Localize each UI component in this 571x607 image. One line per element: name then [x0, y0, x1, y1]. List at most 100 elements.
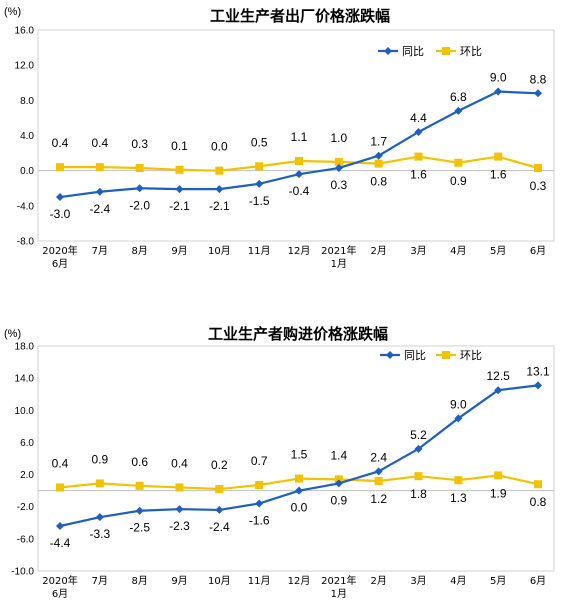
- yoy-data-label: 0.0: [291, 501, 308, 515]
- y-tick-label: 14.0: [15, 374, 35, 385]
- plot-area-border: [37, 345, 555, 572]
- mom-data-label: 1.8: [410, 487, 427, 501]
- mom-data-label: 0.6: [131, 455, 148, 469]
- yoy-data-label: -1.6: [249, 514, 270, 528]
- yoy-point-marker: [414, 127, 423, 136]
- mom-data-label: 0.1: [171, 139, 188, 153]
- legend-mom-label: 环比: [460, 349, 482, 362]
- yoy-data-label: 8.8: [530, 72, 547, 86]
- mom-data-label: 1.6: [490, 168, 507, 182]
- x-tick-label: 11月: [248, 575, 271, 587]
- mom-data-label: 0.2: [211, 458, 228, 472]
- x-tick-label: 9月: [171, 575, 187, 587]
- mom-data-label: 0.8: [370, 175, 387, 189]
- mom-point-marker: [414, 152, 423, 161]
- x-tick-label: 5月: [490, 245, 506, 257]
- yoy-data-label: -0.4: [289, 184, 310, 198]
- x-tick-label: 12月: [288, 575, 311, 587]
- yoy-data-label: -4.4: [50, 536, 71, 550]
- yoy-point-marker: [334, 479, 343, 488]
- x-tick-label: 12月: [288, 245, 311, 257]
- chart-title: 工业生产者购进价格涨跌幅: [208, 325, 388, 343]
- mom-data-label: 1.1: [291, 130, 308, 144]
- mom-point-marker: [334, 475, 343, 484]
- x-tick-label: 2021年: [321, 244, 356, 257]
- x-tick-label: 2021年: [321, 574, 356, 587]
- yoy-point-marker: [255, 499, 264, 508]
- yoy-data-label: 1.7: [370, 135, 387, 149]
- x-tick-label: 7月: [92, 245, 108, 257]
- mom-data-label: 1.5: [291, 448, 308, 462]
- mom-data-label: 1.6: [410, 168, 427, 182]
- mom-point-marker: [494, 152, 503, 161]
- yoy-point-marker: [334, 164, 343, 173]
- yoy-data-label: 9.0: [490, 71, 507, 85]
- mom-point-marker: [175, 165, 184, 174]
- x-tick-label: 2020年: [42, 574, 77, 587]
- yoy-point-marker: [135, 506, 144, 515]
- y-tick-label: 2.0: [20, 470, 34, 481]
- yoy-point-marker: [295, 486, 303, 495]
- yoy-point-marker: [56, 193, 64, 202]
- legend-yoy-label: 同比: [402, 45, 424, 58]
- mom-data-label: 1.4: [330, 448, 347, 462]
- mom-point-marker: [255, 481, 264, 490]
- legend-mom-marker: [442, 351, 450, 359]
- mom-data-label: 0.8: [530, 495, 547, 509]
- y-tick-label: -8.0: [17, 237, 35, 248]
- mom-data-label: 0.4: [91, 136, 108, 150]
- yoy-point-marker: [534, 381, 542, 390]
- mom-data-label: 0.4: [171, 456, 188, 470]
- ppi-output-chart: 工业生产者出厂价格涨跌幅 (%) 16.0 12.0 8.0 4.0 0.0 -4.0 -8…: [4, 6, 555, 270]
- x-tick-label: 8月: [131, 245, 147, 257]
- yoy-point-marker: [215, 505, 224, 514]
- mom-point-marker: [494, 471, 503, 480]
- chart-title: 工业生产者出厂价格涨跌幅: [210, 7, 390, 25]
- x-tick-label: 4月: [450, 245, 466, 257]
- yoy-data-label: -3.0: [50, 207, 71, 221]
- y-tick-label: 0.0: [20, 166, 34, 177]
- yoy-point-marker: [135, 184, 144, 193]
- x-tick-label: 2月: [370, 575, 386, 587]
- x-tick-label: 6月: [530, 575, 546, 587]
- y-tick-label: -6.0: [17, 534, 35, 545]
- y-tick-label: -2.0: [17, 502, 35, 513]
- y-tick-label: 12.0: [15, 61, 35, 72]
- x-tick-label: 2020年: [42, 244, 77, 257]
- yoy-point-marker: [56, 522, 64, 530]
- x-tick-label: 10月: [208, 575, 231, 587]
- yoy-data-label: 2.4: [370, 450, 387, 464]
- yoy-data-label: -1.5: [249, 194, 270, 208]
- yoy-data-label: 6.8: [450, 90, 467, 104]
- mom-data-label: 0.3: [131, 137, 148, 151]
- x-tick-label: 6月: [530, 245, 546, 257]
- y-tick-label: 10.0: [15, 406, 35, 417]
- yoy-data-label: 4.4: [410, 111, 427, 125]
- mom-data-label: 1.2: [370, 492, 387, 506]
- mom-point-marker: [454, 158, 463, 167]
- legend-mom-label: 环比: [460, 45, 482, 58]
- x-tick-label: 6月: [52, 588, 68, 600]
- yoy-data-label: 12.5: [486, 369, 510, 383]
- y-tick-label: 6.0: [20, 438, 34, 449]
- x-tick-label: 1月: [331, 258, 347, 270]
- x-tick-label: 4月: [450, 575, 466, 587]
- mom-point-marker: [334, 157, 343, 166]
- x-tick-label: 3月: [410, 245, 426, 257]
- mom-data-label: 0.7: [251, 454, 268, 468]
- plot-area-border: [37, 29, 555, 242]
- mom-data-label: 0.9: [91, 452, 108, 466]
- mom-point-marker: [374, 477, 383, 485]
- yoy-point-marker: [454, 414, 463, 423]
- yoy-point-marker: [175, 185, 184, 194]
- yoy-point-marker: [454, 106, 463, 115]
- yoy-point-marker: [255, 179, 264, 188]
- mom-data-label: 0.9: [450, 174, 467, 188]
- yoy-data-label: -2.0: [129, 198, 150, 212]
- x-tick-label: 10月: [208, 245, 231, 257]
- yoy-point-marker: [534, 89, 542, 98]
- mom-point-marker: [215, 166, 224, 175]
- y-tick-label: 18.0: [15, 342, 35, 353]
- mom-point-marker: [295, 156, 303, 165]
